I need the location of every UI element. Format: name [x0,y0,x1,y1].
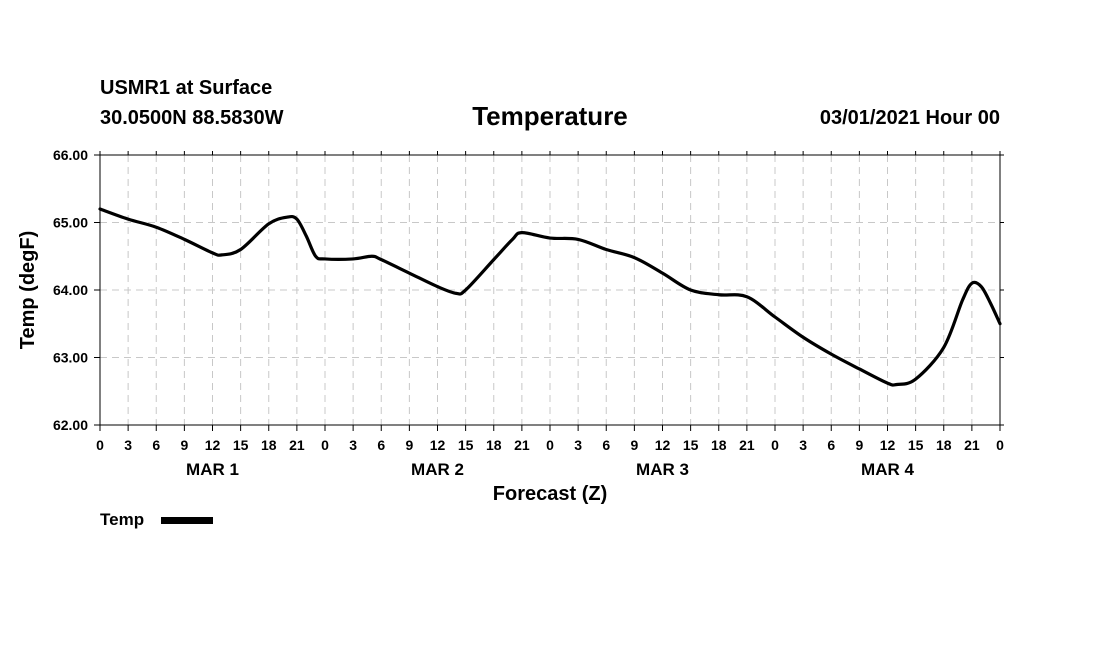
x-tick-label: 12 [430,437,446,453]
y-tick-label: 64.00 [53,282,88,298]
x-tick-label: 9 [630,437,638,453]
y-tick-label: 66.00 [53,147,88,163]
x-tick-label: 18 [486,437,502,453]
x-tick-label: 3 [349,437,357,453]
series-layer [98,207,1002,387]
x-tick-label: 3 [124,437,132,453]
x-tick-label: 18 [261,437,277,453]
x-tick-label: 21 [739,437,755,453]
day-label: MAR 1 [186,460,239,479]
x-tick-label: 18 [936,437,952,453]
series-line-temp [98,207,1002,387]
x-tick-label: 9 [180,437,188,453]
x-tick-label: 6 [827,437,835,453]
legend-label: Temp [100,510,144,529]
x-tick-label: 3 [574,437,582,453]
x-tick-label: 6 [602,437,610,453]
y-tick-label: 62.00 [53,417,88,433]
legend: Temp [100,510,213,529]
x-tick-label: 15 [233,437,249,453]
day-label: MAR 4 [861,460,914,479]
x-tick-label: 0 [96,437,104,453]
x-tick-label: 9 [405,437,413,453]
x-tick-label: 15 [908,437,924,453]
x-tick-label: 6 [377,437,385,453]
x-axis-label: Forecast (Z) [493,483,607,505]
x-tick-label: 0 [546,437,554,453]
x-tick-label: 18 [711,437,727,453]
issued-time-label: 03/01/2021 Hour 00 [820,107,1000,129]
grid-lines [100,155,1000,425]
day-label: MAR 2 [411,460,464,479]
location-label: 30.0500N 88.5830W [100,107,284,129]
x-tick-label: 6 [152,437,160,453]
y-axis-label: Temp (degF) [17,231,39,350]
y-tick-label: 65.00 [53,215,88,231]
legend-swatch [161,517,213,524]
x-tick-label: 0 [996,437,1004,453]
day-label: MAR 3 [636,460,689,479]
x-tick-label: 21 [289,437,305,453]
x-tick-label: 0 [321,437,329,453]
x-tick-label: 12 [205,437,221,453]
x-tick-label: 21 [514,437,530,453]
x-tick-label: 0 [771,437,779,453]
x-tick-label: 12 [655,437,671,453]
x-tick-label: 3 [799,437,807,453]
x-tick-label: 12 [880,437,896,453]
axis-ticks: 0 3 6 9 12 15 18 21 0 3 6 9 12 15 18 21 0 3 6 9 12 15 18 21 0 3 6 9… [53,147,1004,479]
station-label: USMR1 at Surface [100,77,272,99]
x-tick-label: 15 [683,437,699,453]
x-tick-label: 21 [964,437,980,453]
x-tick-label: 9 [855,437,863,453]
x-tick-label: 15 [458,437,474,453]
y-tick-label: 63.00 [53,350,88,366]
chart-title: Temperature [472,101,628,131]
